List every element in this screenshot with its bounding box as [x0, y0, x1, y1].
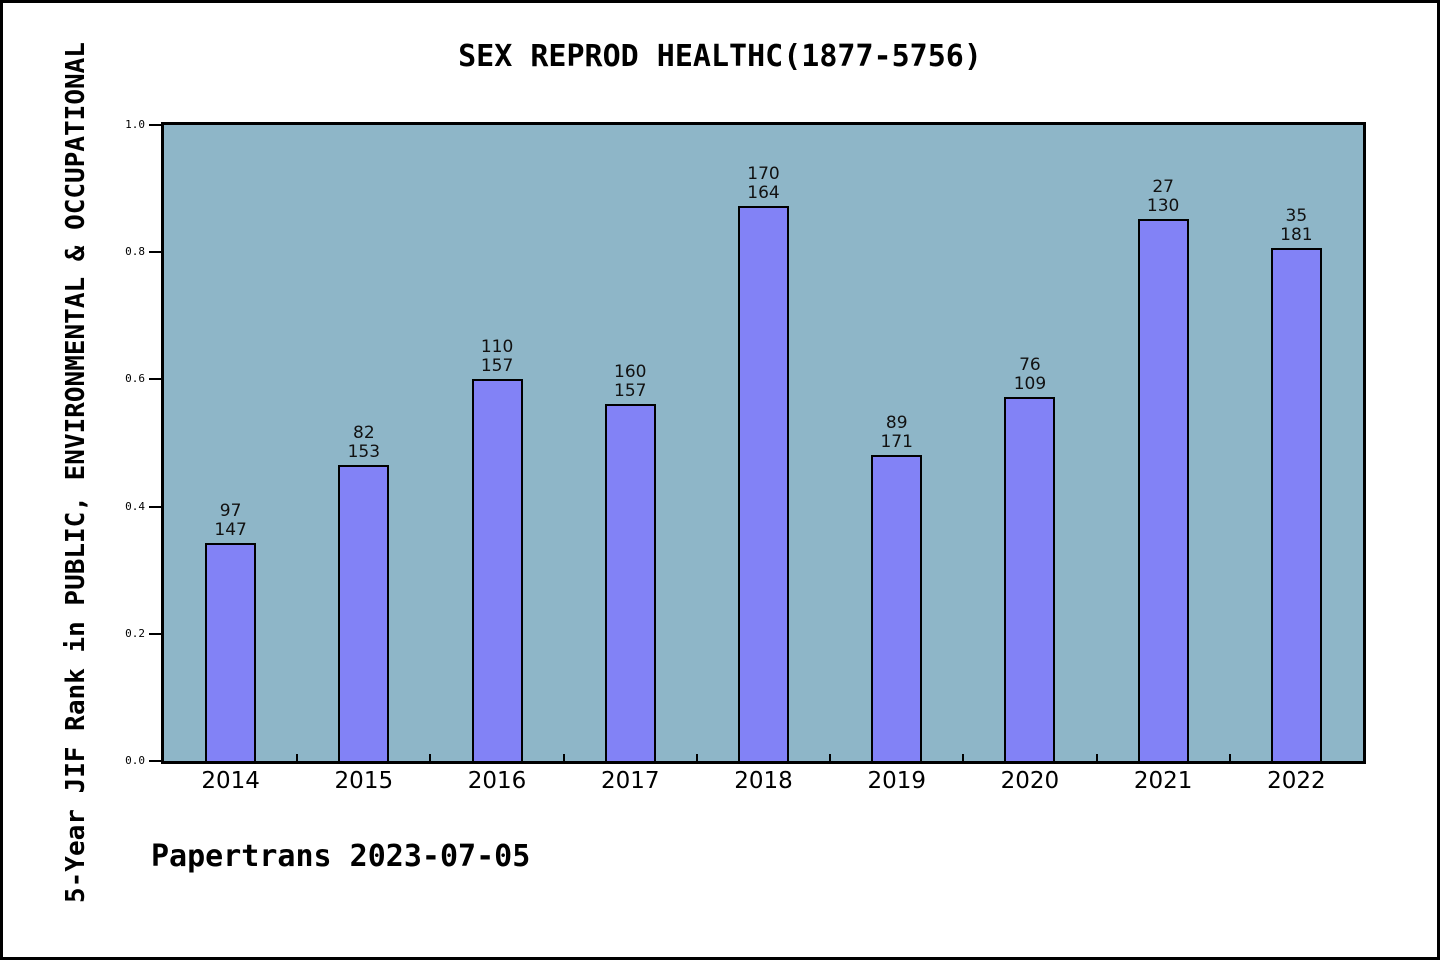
bar [1270, 248, 1322, 761]
x-tick-label: 2015 [334, 768, 394, 794]
chart-title: SEX REPROD HEALTHC(1877-5756) [458, 39, 982, 74]
bar-value-line1: 82 [353, 423, 375, 443]
bar-value-line2: 171 [880, 432, 913, 452]
bar-value-line2: 153 [347, 442, 381, 462]
bar [604, 404, 656, 761]
bar [1004, 397, 1056, 761]
x-tick-label: 2020 [1000, 768, 1060, 794]
bar-value-line2: 109 [1013, 374, 1047, 394]
bar [738, 206, 789, 761]
bar-value-line1: 160 [614, 362, 647, 382]
y-tick-mark [149, 760, 161, 762]
x-tick-label: 2017 [600, 768, 660, 794]
x-minor-tick-mark [1228, 754, 1231, 761]
bar-value-line2: 130 [1146, 196, 1180, 216]
bar [471, 379, 523, 761]
bar-value-line1: 170 [747, 164, 780, 184]
y-tick-label: 0.2 [125, 626, 145, 640]
y-tick-mark [149, 124, 161, 126]
x-minor-tick-mark [1095, 754, 1098, 761]
bar-value-line2: 157 [614, 381, 647, 401]
bar-value-line2: 164 [747, 183, 780, 203]
x-minor-tick-mark [829, 754, 832, 761]
y-axis-label: 5-Year JIF Rank in PUBLIC, ENVIRONMENTAL… [61, 42, 91, 903]
bar [1137, 219, 1189, 761]
bar [871, 455, 923, 761]
bar-value-line1: 110 [480, 337, 514, 357]
x-tick-label: 2022 [1267, 768, 1326, 794]
bar-value-label: 97 147 [186, 502, 276, 540]
x-minor-tick-mark [962, 754, 965, 761]
bar-value-line1: 27 [1152, 177, 1174, 197]
y-tick-mark [149, 251, 161, 254]
bar-value-line1: 97 [219, 501, 242, 521]
bar-value-label: 170 164 [719, 165, 809, 203]
x-tick-label: 2014 [201, 768, 260, 794]
bar-value-label: 76 109 [985, 356, 1075, 394]
bar-value-label: 89 171 [852, 414, 942, 452]
bar-value-line2: 147 [214, 520, 247, 540]
x-tick-label: 2019 [867, 768, 926, 794]
bar-value-label: 35 181 [1251, 207, 1341, 245]
y-tick-label: 1.0 [125, 118, 145, 131]
plot-area: 97 147 82 153 110 157 160 157 170 164 89 171 76 109 27… [161, 122, 1366, 764]
x-minor-tick-mark [695, 754, 698, 761]
y-tick-label: 0.4 [125, 499, 145, 513]
bar-value-label: 27 130 [1118, 178, 1208, 216]
x-minor-tick-mark [562, 754, 565, 761]
bar-value-line2: 157 [480, 356, 514, 376]
bar-value-line1: 35 [1285, 206, 1308, 226]
y-tick-mark [149, 505, 161, 508]
x-minor-tick-mark [429, 754, 432, 761]
bar-value-line1: 89 [885, 413, 908, 433]
x-tick-label: 2021 [1133, 768, 1193, 794]
bar [205, 543, 257, 761]
bar-value-line1: 76 [1019, 355, 1041, 375]
bar-value-line2: 181 [1280, 225, 1313, 245]
y-tick-label: 0.0 [125, 754, 145, 767]
x-tick-label: 2018 [734, 768, 793, 794]
y-tick-mark [149, 378, 161, 381]
bar-value-label: 110 157 [452, 338, 542, 376]
bar [338, 465, 390, 761]
footer-watermark: Papertrans 2023-07-05 [151, 839, 531, 874]
x-tick-label: 2016 [467, 768, 527, 794]
x-minor-tick-mark [296, 754, 299, 761]
y-tick-label: 0.8 [125, 245, 145, 259]
bar-value-label: 160 157 [585, 363, 675, 401]
y-tick-mark [149, 632, 161, 635]
bar-value-label: 82 153 [319, 424, 409, 462]
y-tick-label: 0.6 [125, 372, 145, 386]
